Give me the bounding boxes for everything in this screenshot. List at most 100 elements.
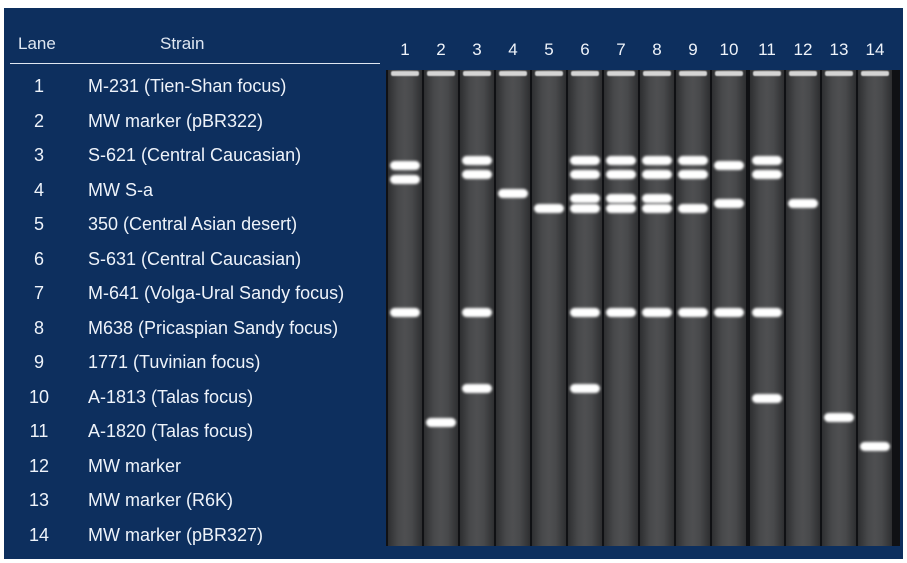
gel-lane xyxy=(676,70,710,546)
legend-lane-number: 10 xyxy=(28,386,50,407)
gel-lane xyxy=(424,70,458,546)
gel-band xyxy=(752,155,782,165)
header-divider xyxy=(10,63,380,64)
legend-lane-number: 11 xyxy=(29,421,49,441)
gel-band xyxy=(426,417,456,427)
gel-band xyxy=(534,203,564,213)
gel-band xyxy=(714,160,744,170)
gel-band xyxy=(606,155,636,165)
gel-well xyxy=(753,71,781,76)
legend-lane-number: 8 xyxy=(33,317,44,338)
gel-band xyxy=(642,155,672,165)
legend-strain-name: A-1813 (Talas focus) xyxy=(88,386,254,407)
legend-strain-name: A-1820 (Talas focus) xyxy=(88,421,254,441)
gel-band xyxy=(752,308,782,318)
gel-well xyxy=(499,71,527,76)
gel-band xyxy=(570,203,600,213)
gel-well xyxy=(715,71,743,76)
gel-well xyxy=(463,71,491,76)
legend-strain-name: MW marker (pBR322) xyxy=(88,110,264,131)
gel-well xyxy=(427,71,455,76)
gel-band xyxy=(606,308,636,318)
legend-strain-name: M638 (Pricaspian Sandy focus) xyxy=(88,317,339,338)
gel-band xyxy=(678,155,708,165)
lane-label: 6 xyxy=(580,40,590,59)
gel-band xyxy=(390,174,420,184)
legend-strain-name: M-641 (Volga-Ural Sandy focus) xyxy=(88,283,345,303)
gel-well xyxy=(391,71,419,76)
gel-band xyxy=(570,170,600,180)
gel-band xyxy=(714,198,744,208)
gel-lane xyxy=(388,70,422,546)
gel-well xyxy=(825,71,853,76)
gel-band xyxy=(606,170,636,180)
gel-band xyxy=(570,155,600,165)
gel-band xyxy=(462,308,492,318)
gel-figure: Lane Strain 1 M-231 (Tien-Shan focus) 2 MW … xyxy=(4,8,903,559)
lane-label: 4 xyxy=(508,40,518,59)
lane-label: 1 xyxy=(400,40,410,59)
gel-lane xyxy=(604,70,638,546)
lane-label: 3 xyxy=(472,40,482,59)
gel-well xyxy=(679,71,707,76)
gel-band xyxy=(752,170,782,180)
gel-band xyxy=(390,160,420,170)
gel-band xyxy=(678,203,708,213)
legend-strain-name: MW marker xyxy=(88,455,181,476)
gel-lane xyxy=(568,70,602,546)
legend-lane-number: 2 xyxy=(33,110,44,131)
lane-label: 7 xyxy=(616,40,626,59)
legend-strain-name: S-631 (Central Caucasian) xyxy=(88,248,302,269)
gel-band xyxy=(642,203,672,213)
legend-strain-name: M-231 (Tien-Shan focus) xyxy=(88,76,287,96)
legend-strain-name: MW marker (R6K) xyxy=(88,490,233,510)
gel-band xyxy=(788,198,818,208)
gel-band xyxy=(462,384,492,394)
legend-lane-number: 12 xyxy=(28,455,50,476)
gel-lane xyxy=(496,70,530,546)
gel-band xyxy=(642,170,672,180)
gel-band xyxy=(606,203,636,213)
gel-band xyxy=(462,170,492,180)
gel-band xyxy=(678,170,708,180)
gel-band xyxy=(498,189,528,199)
lane-label: 14 xyxy=(865,40,885,59)
legend-lane-number: 1 xyxy=(33,76,44,96)
gel-band xyxy=(714,308,744,318)
gel-band xyxy=(462,155,492,165)
legend-lane-number: 13 xyxy=(28,490,50,510)
gel-band xyxy=(824,412,854,422)
gel-lane xyxy=(460,70,494,546)
legend-lane-number: 14 xyxy=(28,524,50,545)
gel-well xyxy=(571,71,599,76)
gel-lane xyxy=(750,70,784,546)
gel-band xyxy=(860,441,890,451)
legend-lane-number: 3 xyxy=(33,145,44,165)
gel-lane xyxy=(858,70,892,546)
gel-well xyxy=(789,71,817,76)
gel-lane xyxy=(532,70,566,546)
gel-well xyxy=(607,71,635,76)
gel-band xyxy=(642,308,672,318)
gel-band xyxy=(642,194,672,204)
lane-label: 12 xyxy=(793,40,813,59)
lane-label: 9 xyxy=(688,40,698,59)
lane-label: 10 xyxy=(719,40,739,59)
legend-strain-name: S-621 (Central Caucasian) xyxy=(88,145,302,165)
gel-band xyxy=(606,194,636,204)
gel-well xyxy=(861,71,889,76)
gel-band xyxy=(570,194,600,204)
legend-strain-name: MW S-a xyxy=(88,179,153,200)
lane-column-header: Lane xyxy=(18,34,56,53)
gel-well xyxy=(535,71,563,76)
legend-strain-name: 350 (Central Asian desert) xyxy=(88,214,298,234)
legend-lane-number: 4 xyxy=(33,179,44,200)
strain-column-header: Strain xyxy=(160,34,205,53)
gel-lane xyxy=(640,70,674,546)
gel-lane xyxy=(786,70,820,546)
gel-band xyxy=(570,384,600,394)
lane-label: 5 xyxy=(544,40,554,59)
gel-band xyxy=(390,308,420,318)
lane-label: 8 xyxy=(652,40,662,59)
legend-lane-number: 7 xyxy=(33,283,44,303)
